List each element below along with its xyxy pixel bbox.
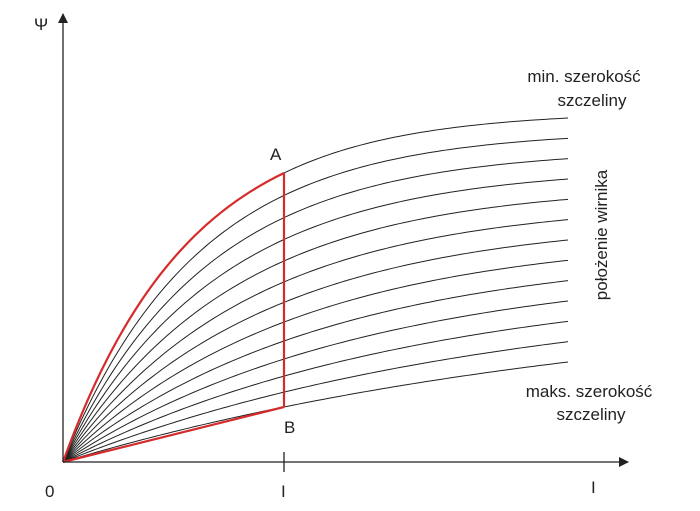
point-a-label: A [270, 145, 282, 164]
point-b-label: B [284, 418, 295, 437]
x-axis-label: I [591, 478, 596, 497]
rotor-position-label: położenie wirnika [592, 169, 611, 300]
characteristic-curve [62, 137, 569, 463]
characteristic-curve [62, 117, 569, 463]
origin-label: 0 [45, 482, 54, 501]
y-axis-label: Ψ [34, 15, 48, 34]
x-tick-label: I [281, 482, 286, 501]
characteristic-curve [62, 158, 569, 463]
characteristic-curve [62, 341, 569, 463]
characteristic-curve [62, 259, 569, 463]
min-gap-label-line2: szczeliny [558, 91, 627, 110]
max-gap-label-line2: szczeliny [557, 405, 626, 424]
characteristic-curve [62, 198, 569, 463]
highlight-curve-to-a [61, 172, 285, 463]
characteristic-curve [62, 239, 569, 463]
highlight-line-origin-b [62, 405, 285, 464]
characteristic-curve [62, 320, 569, 463]
characteristic-curve [62, 280, 569, 463]
highlighted-region [61, 172, 286, 464]
characteristic-curve [62, 178, 569, 463]
characteristic-curve [62, 219, 569, 463]
max-gap-label-line1: maks. szerokość [526, 382, 653, 401]
characteristic-curve [62, 300, 569, 463]
characteristic-curve [62, 361, 569, 463]
curve-family [62, 117, 569, 463]
min-gap-label-line1: min. szerokość [527, 67, 641, 86]
